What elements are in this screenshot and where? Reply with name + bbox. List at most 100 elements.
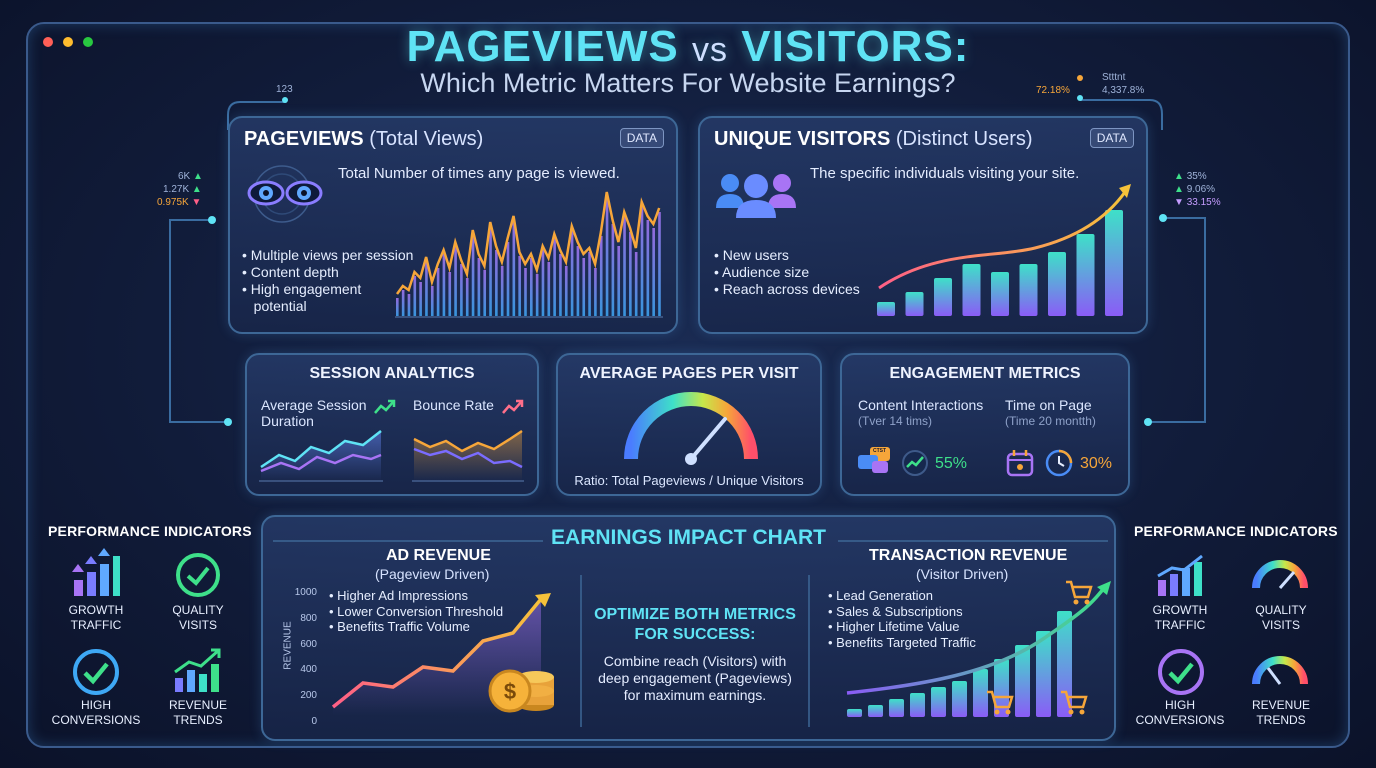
gauge-icon: [624, 392, 758, 465]
bounce-rate-chart: [412, 429, 524, 482]
left-stat-2-value: 1.27K: [163, 184, 190, 195]
right-stat-1: ▲ 35%: [1174, 171, 1207, 182]
visitors-bullet-3: • Reach across devices: [714, 281, 860, 297]
perf-left-title: PERFORMANCE INDICATORS: [48, 523, 252, 539]
center-title: OPTIMIZE BOTH METRICS FOR SUCCESS:: [594, 606, 796, 643]
transaction-bar: [952, 681, 967, 717]
pages-per-visit-title: AVERAGE PAGES PER VISIT: [579, 365, 799, 382]
conversion-check-icon: [73, 649, 119, 695]
page-title: PAGEVIEWS vs VISITORS:: [0, 22, 1376, 72]
trend-circle-icon: [902, 450, 928, 476]
transaction-bar: [868, 705, 883, 717]
transaction-bullets: • Lead Generation • Sales & Subscription…: [828, 588, 976, 650]
right-stat-3: ▼ 33.15%: [1174, 197, 1221, 208]
pageviews-bar: [535, 274, 539, 316]
pageviews-bar: [471, 234, 475, 316]
pageviews-trend-line: [395, 191, 661, 295]
perf-right-quality-label: QUALITY VISITS: [1255, 603, 1307, 632]
transaction-bar: [889, 699, 904, 717]
visitors-data-badge[interactable]: DATA: [1089, 128, 1134, 148]
visitors-growth-chart: [877, 184, 1131, 316]
tx-bullet-1: • Lead Generation: [828, 588, 934, 603]
pageviews-data-badge[interactable]: DATA: [619, 128, 664, 148]
pageviews-spark-chart: [395, 191, 663, 318]
pageviews-bar: [442, 254, 446, 316]
pageviews-subtitle: (Total Views): [369, 128, 484, 150]
visitors-bar: [934, 278, 952, 316]
pageviews-bar: [407, 294, 411, 316]
transaction-bar: [910, 693, 925, 717]
time-on-page-sub: (Time 20 montth): [1005, 414, 1096, 428]
growth-chart-icon: [1157, 554, 1203, 596]
svg-text:$: $: [504, 679, 516, 704]
pageviews-bar: [564, 266, 568, 316]
chat-bubbles-icon: [858, 447, 890, 473]
center-text: Combine reach (Visitors) with deep engag…: [598, 653, 792, 703]
pageviews-bullet-2: • Content depth: [242, 264, 339, 280]
pageviews-bar: [483, 270, 487, 316]
window-maximize-dot[interactable]: [83, 37, 93, 47]
pageviews-bar: [605, 196, 609, 316]
visitors-bar: [1048, 252, 1066, 316]
floating-stat-top-right-c: 4,337.8%: [1102, 85, 1145, 96]
pageviews-heading: PAGEVIEWS (Total Views): [244, 128, 483, 151]
title-pageviews: PAGEVIEWS: [406, 22, 679, 71]
pageviews-bar: [477, 258, 481, 316]
session-duration-chart: [259, 430, 383, 482]
time-on-page-label: Time on Page: [1005, 397, 1092, 413]
high-conversion-icon: [1158, 649, 1204, 695]
right-stat-2-value: 9.06%: [1186, 184, 1216, 195]
chat-icon-text: CTST: [873, 448, 887, 454]
pageviews-bar: [594, 268, 597, 316]
ad-bullet-1: • Higher Ad Impressions: [329, 588, 468, 603]
visitors-bullet-1: • New users: [714, 247, 789, 263]
ad-bullet-2: • Lower Conversion Threshold: [329, 603, 504, 619]
pageviews-bullet-1: • Multiple views per session: [242, 247, 414, 263]
pageviews-bar: [541, 250, 545, 316]
tx-bullet-3: • Higher Lifetime Value: [828, 619, 960, 634]
quality-check-icon: [176, 553, 220, 597]
coins-icon: $: [488, 669, 554, 713]
pageviews-bullet-4: potential: [242, 298, 307, 314]
perf-right-title: PERFORMANCE INDICATORS: [1134, 523, 1338, 539]
pageviews-bar: [401, 290, 405, 316]
transaction-trend-curve: [846, 585, 1107, 695]
bounce-rate-label: Bounce Rate: [413, 397, 494, 413]
transaction-bar: [1036, 631, 1051, 717]
visitors-bar: [877, 302, 895, 316]
pageviews-bar: [506, 242, 510, 316]
users-icon: [716, 174, 796, 218]
revenue-trend-icon: [174, 648, 221, 692]
left-stat-3-value: 0.975K: [157, 197, 189, 208]
transaction-bar: [973, 669, 988, 717]
pageviews-bar: [454, 246, 457, 316]
transaction-bar: [1057, 611, 1072, 717]
visitors-bar: [1076, 234, 1095, 316]
pageviews-bar: [465, 278, 469, 316]
content-interactions-value: 55%: [935, 455, 968, 472]
pageviews-bar: [419, 282, 422, 316]
perf-right-revenue-label: REVENUE TRENDS: [1251, 698, 1310, 727]
session-analytics-title: SESSION ANALYTICS: [309, 365, 475, 382]
window-minimize-dot[interactable]: [63, 37, 73, 47]
pageviews-bar: [658, 212, 661, 316]
title-visitors: VISITORS:: [741, 22, 970, 71]
earnings-impact-title: EARNINGS IMPACT CHART: [551, 526, 826, 549]
ad-ytick-600: 600: [300, 638, 317, 650]
floating-stat-top-right-b: Stttnt: [1102, 72, 1126, 83]
pageviews-bar: [500, 266, 504, 316]
transaction-bar: [994, 659, 1009, 717]
window-close-dot[interactable]: [43, 37, 53, 47]
pageviews-bar: [599, 236, 603, 316]
pageviews-bar: [640, 206, 644, 316]
growth-bars-icon: [72, 548, 120, 596]
pageviews-bar: [617, 246, 621, 316]
pageviews-bar: [495, 250, 498, 316]
transaction-bar: [1015, 645, 1030, 717]
pageviews-bar: [634, 252, 638, 316]
transaction-bar: [931, 687, 946, 717]
left-stat-3: 0.975K ▼: [157, 197, 202, 208]
visitors-bullets: • New users • Audience size • Reach acro…: [714, 247, 860, 298]
pageviews-bar: [396, 298, 399, 316]
pageviews-bar: [436, 268, 440, 316]
